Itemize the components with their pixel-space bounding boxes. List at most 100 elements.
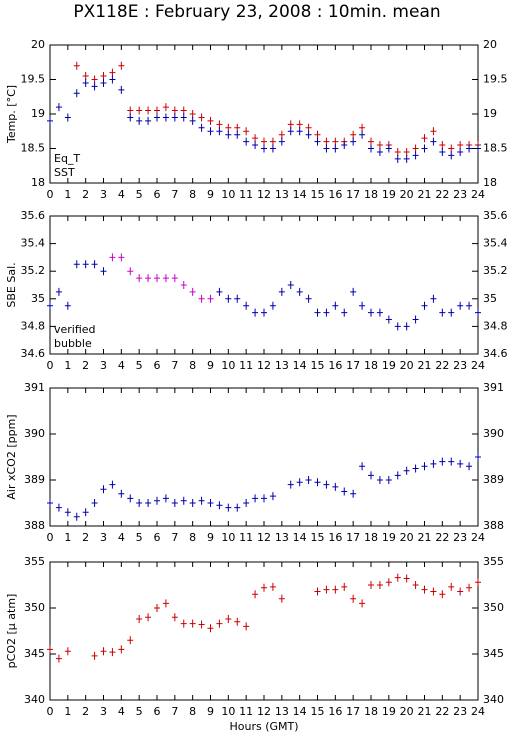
data-point — [359, 599, 366, 608]
data-point — [171, 113, 178, 122]
x-tick-label: 20 — [400, 531, 414, 544]
x-tick-label: 8 — [189, 705, 196, 718]
x-tick-label: 17 — [346, 705, 360, 718]
x-tick-label: 0 — [47, 531, 54, 544]
data-point — [475, 308, 481, 317]
data-point — [225, 503, 232, 512]
data-point — [47, 499, 53, 507]
data-point — [368, 137, 374, 146]
data-point — [305, 294, 312, 303]
legend-entry: SST — [54, 166, 75, 179]
x-tick-label: 22 — [435, 531, 449, 544]
data-point — [234, 503, 241, 512]
x-tick-label: 14 — [293, 359, 307, 372]
y-tick-label-right: 388 — [483, 519, 504, 532]
data-point — [314, 137, 321, 146]
data-point — [118, 645, 125, 654]
y-tick-label: 18 — [31, 176, 45, 189]
data-point — [207, 624, 214, 633]
x-tick-label: 19 — [382, 705, 396, 718]
x-tick-label: 7 — [171, 705, 178, 718]
data-point — [118, 85, 125, 94]
x-tick-label: 11 — [239, 359, 253, 372]
data-point — [171, 613, 178, 622]
data-point — [91, 651, 98, 660]
x-tick-label: 22 — [435, 359, 449, 372]
data-point — [278, 137, 285, 146]
plot-frame — [49, 215, 479, 355]
x-tick-label: 23 — [453, 705, 467, 718]
data-point — [430, 587, 437, 596]
data-point — [109, 480, 116, 489]
data-point — [145, 499, 152, 507]
y-tick-label-right: 355 — [483, 555, 504, 568]
data-point — [180, 106, 187, 115]
x-tick-label: 20 — [400, 705, 414, 718]
y-tick-label: 34.8 — [21, 319, 46, 332]
y-tick-label-right: 34.8 — [483, 319, 508, 332]
data-point — [269, 582, 276, 591]
data-point — [91, 75, 98, 84]
x-tick-label: 13 — [275, 531, 289, 544]
data-point — [448, 457, 455, 466]
y-tick-label: 35.2 — [21, 264, 46, 277]
x-tick-label: 20 — [400, 359, 414, 372]
data-point — [403, 466, 410, 475]
x-tick-label: 0 — [47, 188, 54, 201]
data-point — [412, 315, 419, 324]
data-point — [73, 89, 80, 98]
x-tick-label: 19 — [382, 188, 396, 201]
data-point — [216, 619, 223, 628]
data-point — [154, 106, 160, 115]
data-point — [439, 147, 446, 156]
data-point — [225, 294, 232, 303]
data-point — [100, 485, 107, 494]
data-point — [189, 287, 196, 296]
data-point — [439, 457, 446, 466]
data-point — [421, 301, 428, 310]
data-point — [403, 322, 410, 331]
x-tick-label: 2 — [82, 188, 89, 201]
data-point — [73, 512, 80, 521]
data-point — [189, 110, 196, 118]
y-tick-label-right: 20 — [483, 38, 497, 51]
x-tick-label: 5 — [136, 188, 143, 201]
x-tick-label: 21 — [418, 531, 432, 544]
plot-frame — [49, 561, 479, 701]
x-tick-label: 11 — [239, 188, 253, 201]
data-point — [100, 267, 107, 276]
x-tick-label: 18 — [364, 359, 378, 372]
data-point — [55, 103, 62, 112]
x-tick-label: 3 — [100, 359, 107, 372]
data-point — [269, 492, 276, 501]
y-tick-label-right: 391 — [483, 381, 504, 394]
data-point — [180, 619, 187, 628]
x-tick-label: 4 — [118, 188, 125, 201]
data-point — [171, 499, 178, 507]
data-point — [198, 113, 205, 122]
data-point — [287, 281, 294, 289]
data-point — [154, 496, 160, 505]
data-point — [64, 508, 71, 517]
data-point — [421, 144, 428, 153]
data-point — [278, 130, 285, 139]
y-tick-label: 391 — [24, 381, 45, 394]
data-point — [64, 113, 71, 122]
data-point — [394, 154, 401, 163]
y-tick-label-right: 35.4 — [483, 237, 508, 250]
data-point — [198, 620, 205, 629]
data-point — [385, 144, 392, 153]
data-point — [55, 503, 62, 512]
data-point — [323, 585, 330, 594]
data-point — [47, 645, 53, 654]
x-tick-label: 14 — [293, 531, 307, 544]
data-point — [350, 287, 357, 296]
data-point — [457, 459, 464, 468]
data-point — [261, 144, 267, 153]
x-tick-label: 4 — [118, 531, 125, 544]
data-point — [127, 636, 134, 645]
data-point — [412, 581, 419, 589]
data-point — [296, 478, 303, 487]
data-point — [109, 648, 116, 657]
x-tick-label: 8 — [189, 188, 196, 201]
